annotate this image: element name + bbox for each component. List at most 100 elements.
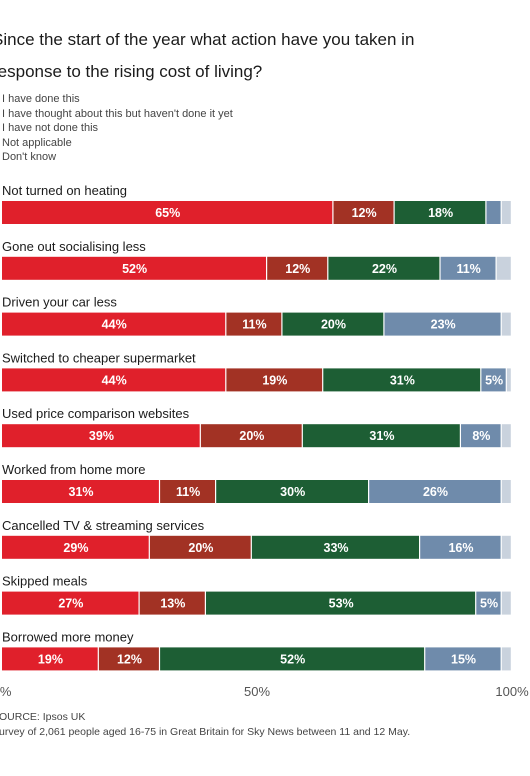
bar-segment [501, 201, 511, 224]
data-label: 11% [176, 485, 200, 499]
bar-segment [476, 591, 501, 615]
category-label: Switched to cheaper supermarket [2, 350, 196, 365]
data-label: 12% [117, 652, 142, 666]
bar-segment [226, 368, 323, 392]
bar-segment [420, 535, 501, 559]
category-label: Borrowed more money [2, 629, 134, 644]
legend-entry-not-done: I have not done this [2, 122, 99, 134]
bar-segment [2, 591, 139, 615]
chart-title-line-1: Since the start of the year what action … [0, 30, 415, 49]
bar-segment [2, 424, 200, 448]
data-label: 44% [102, 373, 127, 387]
bar-segment [267, 256, 328, 280]
data-label: 5% [480, 597, 498, 611]
data-label: 31% [390, 373, 415, 387]
bar-segment [333, 201, 394, 224]
data-label: 53% [329, 597, 354, 611]
category-label: Not turned on heating [2, 183, 127, 198]
bar-segment [2, 647, 98, 671]
data-label: 20% [321, 318, 346, 332]
data-label: 20% [239, 429, 264, 443]
legend-entry-not-applicable: Not applicable [2, 136, 72, 149]
data-label: 12% [352, 206, 377, 220]
bar-segment [226, 312, 282, 336]
source-line: SOURCE: Ipsos UK [0, 711, 86, 723]
bar-segment [440, 256, 496, 280]
bar-segment [501, 591, 511, 615]
bar-segment [496, 256, 511, 280]
data-label: 16% [448, 541, 473, 555]
legend-entry-dont-know: Don't know [2, 151, 57, 163]
bar-segment [282, 312, 384, 336]
data-label: 29% [63, 541, 88, 555]
bar-segment [200, 424, 302, 448]
chart-title-line-2: response to the rising cost of living? [0, 62, 263, 81]
bar-segment [2, 535, 149, 559]
source-note: Survey of 2,061 people aged 16-75 in Gre… [0, 726, 411, 738]
bar-segment [2, 312, 226, 336]
data-label: 5% [485, 373, 503, 387]
data-label: 26% [423, 485, 448, 499]
data-label: 12% [285, 262, 310, 276]
legend-entry-thought: I have thought about this but haven't do… [2, 107, 233, 120]
bar-segment [384, 312, 501, 336]
data-label: 52% [122, 262, 147, 276]
bar-segment [2, 256, 266, 280]
x-tick-label: 100% [495, 684, 529, 699]
category-label: Used price comparison websites [2, 406, 190, 421]
bar-segment [302, 424, 460, 448]
data-label: 27% [58, 597, 83, 611]
legend: I have done this I have thought about th… [2, 92, 233, 165]
bar-segment [501, 647, 511, 671]
bar-segment [251, 535, 419, 559]
x-tick-label: 0% [0, 684, 12, 699]
data-label: 15% [451, 652, 476, 666]
data-label: 30% [280, 485, 305, 499]
data-label: 11% [456, 262, 480, 276]
bar-segment [139, 591, 205, 615]
bar-segment [98, 647, 159, 671]
bar-segment [328, 256, 440, 280]
data-label: 31% [69, 485, 94, 499]
data-label: 11% [242, 318, 266, 332]
category-label: Skipped meals [2, 574, 88, 589]
bar-segment [481, 368, 506, 392]
bar-segment [2, 480, 159, 503]
bar-segment [323, 368, 481, 392]
data-label: 8% [472, 429, 490, 443]
category-label: Gone out socialising less [2, 239, 146, 254]
data-label: 23% [431, 318, 456, 332]
data-label: 13% [160, 597, 185, 611]
x-tick-label: 50% [244, 684, 270, 699]
data-label: 65% [155, 206, 180, 220]
data-label: 52% [280, 652, 305, 666]
bar-segment [160, 480, 215, 503]
data-label: 18% [428, 206, 453, 220]
data-label: 22% [372, 262, 397, 276]
bar-segment [206, 591, 476, 615]
bar-segment [501, 312, 511, 336]
bar-segment [394, 201, 486, 224]
bar-segment [501, 480, 511, 503]
bar-segment [461, 424, 501, 448]
category-label: Worked from home more [2, 462, 146, 477]
bar-segment [2, 368, 226, 392]
bar-segment [369, 480, 501, 503]
bar-segment [216, 480, 368, 503]
data-label: 19% [38, 652, 63, 666]
bar-segment [149, 535, 251, 559]
data-label: 33% [324, 541, 349, 555]
bar-segment [486, 201, 501, 224]
legend-entry-done: I have done this [2, 93, 80, 105]
bar-segment [506, 368, 511, 392]
bar-segment [425, 647, 501, 671]
bar-segment [501, 424, 511, 448]
bar-segment [501, 535, 511, 559]
data-label: 19% [262, 373, 287, 387]
data-label: 20% [188, 541, 213, 555]
bar-segment [160, 647, 425, 671]
data-label: 39% [89, 429, 114, 443]
data-label: 44% [102, 318, 127, 332]
data-label: 31% [369, 429, 394, 443]
